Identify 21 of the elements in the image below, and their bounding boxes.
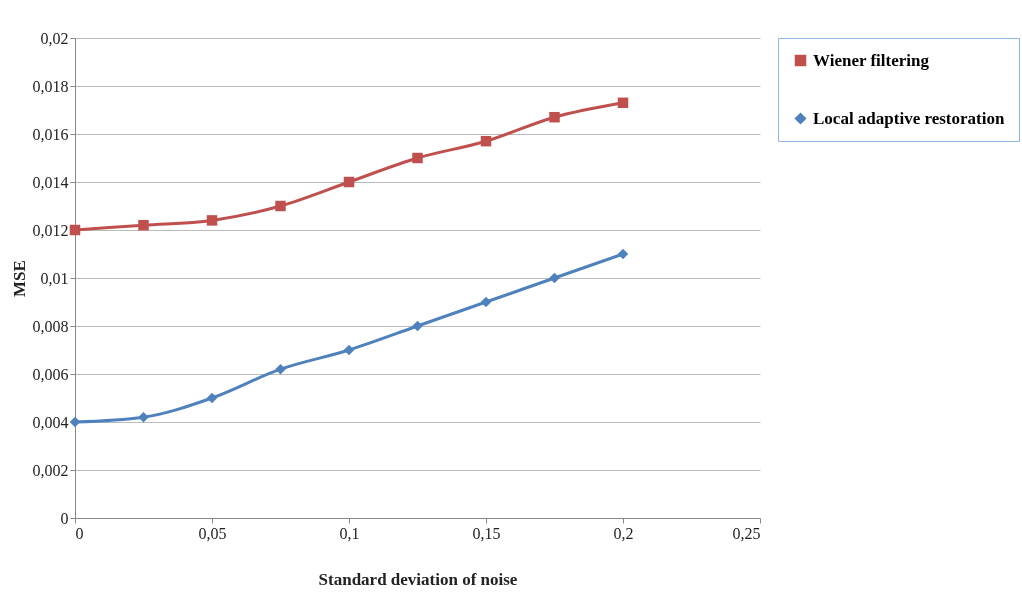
y-tick-label: 0,006: [32, 365, 69, 383]
x-tick-label: 0,15: [472, 524, 501, 542]
x-tick-label: 0,1: [339, 524, 360, 542]
y-tick-label: 0,014: [32, 173, 69, 191]
y-tick-label: 0,02: [40, 29, 69, 47]
x-tick-label: 0: [75, 524, 84, 542]
x-tick-label: 0,2: [613, 524, 634, 542]
y-tick-label: 0,016: [32, 125, 69, 143]
y-tick-label: 0,004: [32, 413, 69, 431]
y-axis-title: MSE: [9, 260, 29, 297]
y-tick-label: 0,01: [40, 269, 69, 287]
x-tick-label: 0,05: [198, 524, 227, 542]
y-tick-label: 0,002: [32, 461, 69, 479]
y-tick-label: 0,008: [32, 317, 69, 335]
x-axis-title: Standard deviation of noise: [318, 569, 518, 589]
legend-label: Wiener filtering: [813, 50, 930, 70]
y-tick-label: 0,018: [32, 77, 69, 95]
y-tick-label: 0: [60, 509, 69, 527]
legend-label: Local adaptive restoration: [813, 108, 1005, 128]
x-tick-label: 0,25: [732, 524, 761, 542]
y-tick-label: 0,012: [32, 221, 69, 239]
